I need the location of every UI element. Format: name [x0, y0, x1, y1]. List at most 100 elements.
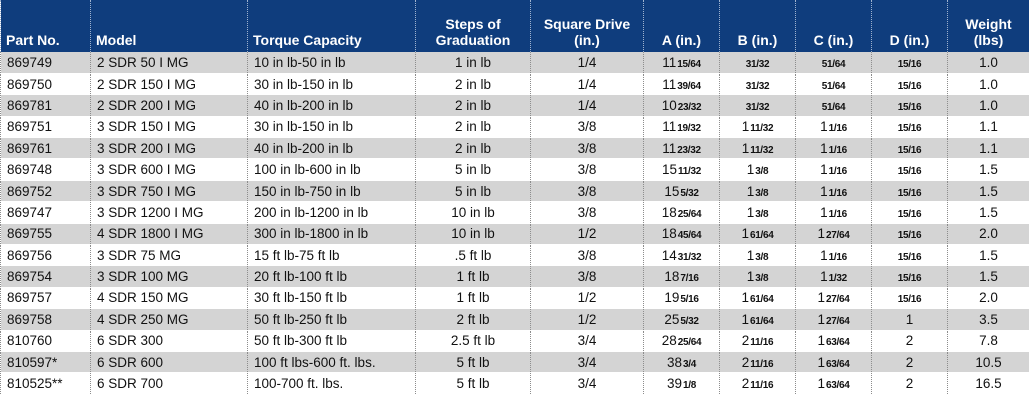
cell-model: 2 SDR 150 I MG	[90, 73, 248, 96]
fraction: 31/32	[677, 251, 702, 263]
cell-steps: 5 ft lb	[415, 372, 531, 395]
cell-a: 187/16	[643, 265, 720, 288]
fraction: 3/8	[755, 166, 769, 178]
cell-steps: 2.5 ft lb	[415, 330, 531, 352]
cell-d: 15/16	[871, 244, 948, 267]
table-row: 869757 4 SDR 150 MG 30 ft lb-150 ft lb 1 ft…	[0, 287, 1029, 310]
table-row: 869748 3 SDR 600 I MG 100 in lb-600 in lb 5…	[0, 158, 1029, 181]
fraction: 31/32	[745, 80, 770, 92]
whole-number: 2	[905, 376, 914, 392]
whole-number: 19	[664, 290, 680, 306]
cell-c: 51/64	[795, 94, 872, 117]
fraction: 15/16	[897, 144, 922, 156]
whole-number: 1	[817, 354, 825, 370]
whole-number: 1	[820, 269, 828, 285]
whole-number: 1	[817, 333, 825, 349]
fraction: 51/64	[821, 101, 846, 113]
table-row: 810597* 6 SDR 600 100 ft lbs-600 ft. lbs. 5…	[0, 351, 1029, 374]
header-steps-of-graduation: Steps of Graduation	[415, 0, 531, 52]
cell-steps: 5 in lb	[415, 158, 531, 181]
cell-b: 31/32	[719, 73, 796, 96]
cell-weight: 1.5	[947, 180, 1029, 203]
cell-b: 161/64	[719, 223, 796, 246]
cell-weight: 3.5	[947, 308, 1029, 331]
cell-torque-capacity: 50 ft lb-300 ft lb	[247, 330, 416, 352]
whole-number: 25	[664, 311, 680, 327]
cell-d: 15/16	[871, 287, 948, 310]
fraction: 15/16	[897, 208, 922, 220]
fraction: 3/8	[755, 251, 769, 263]
fraction: 15/16	[897, 101, 922, 113]
table-row: 869750 2 SDR 150 I MG 30 in lb-150 in lb 2 …	[0, 73, 1029, 96]
cell-square-drive: 1/2	[530, 223, 644, 246]
cell-square-drive: 3/4	[530, 351, 644, 374]
cell-c: 51/64	[795, 52, 872, 74]
cell-steps: 1 ft lb	[415, 287, 531, 310]
cell-part-no: 869758	[0, 308, 91, 331]
cell-c: 127/64	[795, 223, 872, 246]
cell-b: 211/16	[719, 351, 796, 374]
cell-steps: 10 in lb	[415, 223, 531, 246]
header-label: Model	[96, 32, 137, 48]
table-body: 869749 2 SDR 50 I MG 10 in lb-50 in lb 1 in…	[0, 52, 1029, 395]
whole-number: 11	[662, 119, 677, 135]
cell-weight: 2.0	[947, 287, 1029, 310]
cell-a: 1123/32	[643, 137, 720, 160]
cell-square-drive: 3/4	[530, 330, 644, 352]
fraction: 39/64	[677, 80, 701, 92]
cell-weight: 1.0	[947, 73, 1029, 96]
header-square-drive: Square Drive (in.)	[530, 0, 644, 52]
fraction: 63/64	[825, 380, 850, 392]
cell-model: 4 SDR 250 MG	[90, 308, 248, 331]
header-part-no: Part No.	[0, 0, 91, 52]
header-a-dimension: A (in.)	[643, 0, 720, 52]
cell-c: 11/16	[795, 158, 872, 181]
cell-steps: 5 in lb	[415, 180, 531, 203]
fraction: 1/16	[828, 251, 848, 263]
cell-weight: 2.0	[947, 223, 1029, 246]
table-row: 869747 3 SDR 1200 I MG 200 in lb-1200 in l…	[0, 201, 1029, 224]
cell-d: 15/16	[871, 94, 948, 117]
cell-weight: 1.1	[947, 137, 1029, 160]
cell-square-drive: 3/8	[530, 116, 644, 139]
cell-torque-capacity: 10 in lb-50 in lb	[247, 52, 416, 74]
whole-number: 1	[820, 162, 828, 178]
cell-steps: 2 ft lb	[415, 308, 531, 331]
header-label: Square Drive	[543, 16, 631, 32]
cell-steps: 5 ft lb	[415, 351, 531, 374]
header-torque-capacity: Torque Capacity	[247, 0, 416, 52]
cell-steps: 1 in lb	[415, 52, 531, 74]
cell-part-no: 869749	[0, 52, 91, 74]
cell-model: 6 SDR 300	[90, 330, 248, 352]
header-label: D (in.)	[889, 32, 930, 48]
fraction: 11/16	[750, 337, 774, 349]
cell-c: 51/64	[795, 73, 872, 96]
cell-torque-capacity: 30 in lb-150 in lb	[247, 116, 416, 139]
whole-number: 1	[746, 162, 755, 178]
whole-number: 18	[664, 269, 680, 285]
fraction: 15/16	[897, 187, 922, 199]
fraction: 1/16	[828, 208, 848, 220]
whole-number: 2	[741, 354, 750, 370]
whole-number: 38	[666, 354, 682, 370]
fraction: 25/64	[677, 337, 702, 349]
whole-number: 2	[741, 376, 750, 392]
whole-number: 28	[661, 333, 677, 349]
cell-square-drive: 3/8	[530, 244, 644, 267]
cell-torque-capacity: 200 in lb-1200 in lb	[247, 201, 416, 224]
header-label: (in.)	[574, 32, 600, 48]
cell-steps: 2 in lb	[415, 94, 531, 117]
table-row: 869752 3 SDR 750 I MG 150 in lb-750 in lb 5…	[0, 180, 1029, 203]
table-row: 869756 3 SDR 75 MG 15 ft lb-75 ft lb .5 ft …	[0, 244, 1029, 267]
cell-model: 6 SDR 600	[90, 351, 248, 374]
table-row: 810760 6 SDR 300 50 ft lb-300 ft lb 2.5 ft …	[0, 330, 1029, 352]
cell-part-no: 810760	[0, 330, 91, 352]
cell-a: 391/8	[643, 372, 720, 395]
whole-number: 1	[820, 183, 828, 199]
header-model: Model	[90, 0, 248, 52]
cell-torque-capacity: 100 in lb-600 in lb	[247, 158, 416, 181]
fraction: 61/64	[749, 230, 774, 242]
cell-steps: 10 in lb	[415, 201, 531, 224]
cell-model: 3 SDR 75 MG	[90, 244, 248, 267]
cell-a: 2825/64	[643, 330, 720, 352]
